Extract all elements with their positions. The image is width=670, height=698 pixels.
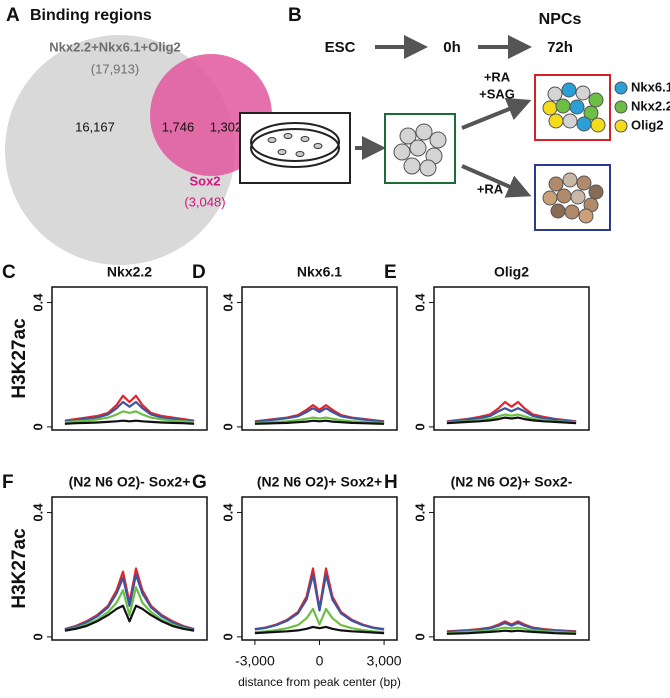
y-tick-label: 0 xyxy=(220,423,235,430)
x-tick-label: -3,000 xyxy=(235,653,275,669)
treatment: +SAG xyxy=(479,86,515,101)
set1-total: (17,913) xyxy=(91,61,139,76)
dish-frame xyxy=(239,112,351,184)
y-axis-label: H3K27ac xyxy=(9,318,30,399)
panel-letter: C xyxy=(2,262,16,283)
marker-label: Nkx2.2 xyxy=(631,98,670,113)
treatment: +RA xyxy=(484,69,511,84)
chart-title: Olig2 xyxy=(494,264,529,280)
treatment: +RA xyxy=(477,181,504,196)
dish-cells xyxy=(267,133,323,157)
y-tick-label: 0 xyxy=(412,423,427,430)
panel-letter: F xyxy=(2,472,14,493)
stage: 72h xyxy=(547,39,573,56)
venn-title: Binding regions xyxy=(30,7,152,24)
series-line xyxy=(446,626,577,635)
marker-swatch xyxy=(614,81,628,95)
marker-swatch xyxy=(614,100,628,114)
chart-title: (N2 N6 O2)- Sox2+ xyxy=(69,474,191,490)
series-line xyxy=(446,629,577,635)
x-axis-label: distance from peak center (bp) xyxy=(238,675,401,689)
stage: ESC xyxy=(325,39,356,56)
set2-total: (3,048) xyxy=(184,194,225,209)
series-line xyxy=(446,416,577,425)
arrow xyxy=(461,97,532,130)
series-line xyxy=(64,604,195,632)
series-line xyxy=(64,400,195,423)
x-tick-label: 0 xyxy=(316,653,324,669)
series-line xyxy=(254,625,385,635)
stage-header: NPCs xyxy=(539,11,582,28)
series-line xyxy=(446,407,577,423)
plot-frame xyxy=(51,496,208,641)
y-tick-label: 0.4 xyxy=(412,503,427,522)
panel-letter: D xyxy=(192,262,206,283)
y-tick-label: 0.4 xyxy=(30,503,45,522)
plot-frame xyxy=(433,286,590,431)
chart-title: Nkx6.1 xyxy=(297,264,342,280)
arrow xyxy=(461,164,532,198)
set1-only: 16,167 xyxy=(75,119,115,134)
marker-swatch xyxy=(614,119,628,133)
series-line xyxy=(446,621,577,633)
series-line xyxy=(254,573,385,631)
npc-cells xyxy=(542,172,604,224)
panel-letter: H xyxy=(384,472,398,493)
y-tick-label: 0 xyxy=(30,633,45,640)
ebody-cells xyxy=(393,123,447,177)
y-tick-label: 0.4 xyxy=(30,293,45,312)
chart-title: (N2 N6 O2)+ Sox2- xyxy=(451,474,573,490)
marker-label: Olig2 xyxy=(631,117,664,132)
y-tick-label: 0 xyxy=(412,633,427,640)
plot-frame xyxy=(433,496,590,641)
series-line xyxy=(64,419,195,425)
plot-frame xyxy=(241,496,398,641)
panel-letter: A xyxy=(6,5,20,26)
panel-letter: G xyxy=(192,472,207,493)
series-line xyxy=(64,573,195,631)
dish xyxy=(250,122,340,162)
series-line xyxy=(64,394,195,422)
npc-cells xyxy=(542,82,606,133)
y-tick-label: 0 xyxy=(220,633,235,640)
set1-name: Nkx2.2+Nkx6.1+Olig2 xyxy=(49,39,181,54)
chart-title: (N2 N6 O2)+ Sox2+ xyxy=(257,474,382,490)
y-tick-label: 0 xyxy=(30,423,45,430)
series-line xyxy=(254,419,385,425)
x-tick-label: 3,000 xyxy=(367,653,402,669)
dish xyxy=(250,128,340,168)
series-line xyxy=(64,410,195,424)
set2-name: Sox2 xyxy=(189,173,220,188)
series-line xyxy=(254,407,385,423)
series-line xyxy=(254,416,385,425)
stage: 0h xyxy=(443,39,461,56)
y-tick-label: 0.4 xyxy=(220,503,235,522)
plot-frame xyxy=(241,286,398,431)
overlap: 1,746 xyxy=(162,119,195,134)
y-axis-label: H3K27ac xyxy=(9,528,30,609)
series-line xyxy=(64,586,195,632)
plot-frame xyxy=(51,286,208,431)
panel-letter: B xyxy=(288,5,302,26)
chart-title: Nkx2.2 xyxy=(107,264,152,280)
series-line xyxy=(254,607,385,634)
panel-letter: E xyxy=(384,262,397,283)
y-tick-label: 0.4 xyxy=(412,293,427,312)
y-tick-label: 0.4 xyxy=(220,293,235,312)
series-line xyxy=(254,567,385,631)
set2-only: 1,302 xyxy=(210,119,243,134)
marker-label: Nkx6.1 xyxy=(631,79,670,94)
